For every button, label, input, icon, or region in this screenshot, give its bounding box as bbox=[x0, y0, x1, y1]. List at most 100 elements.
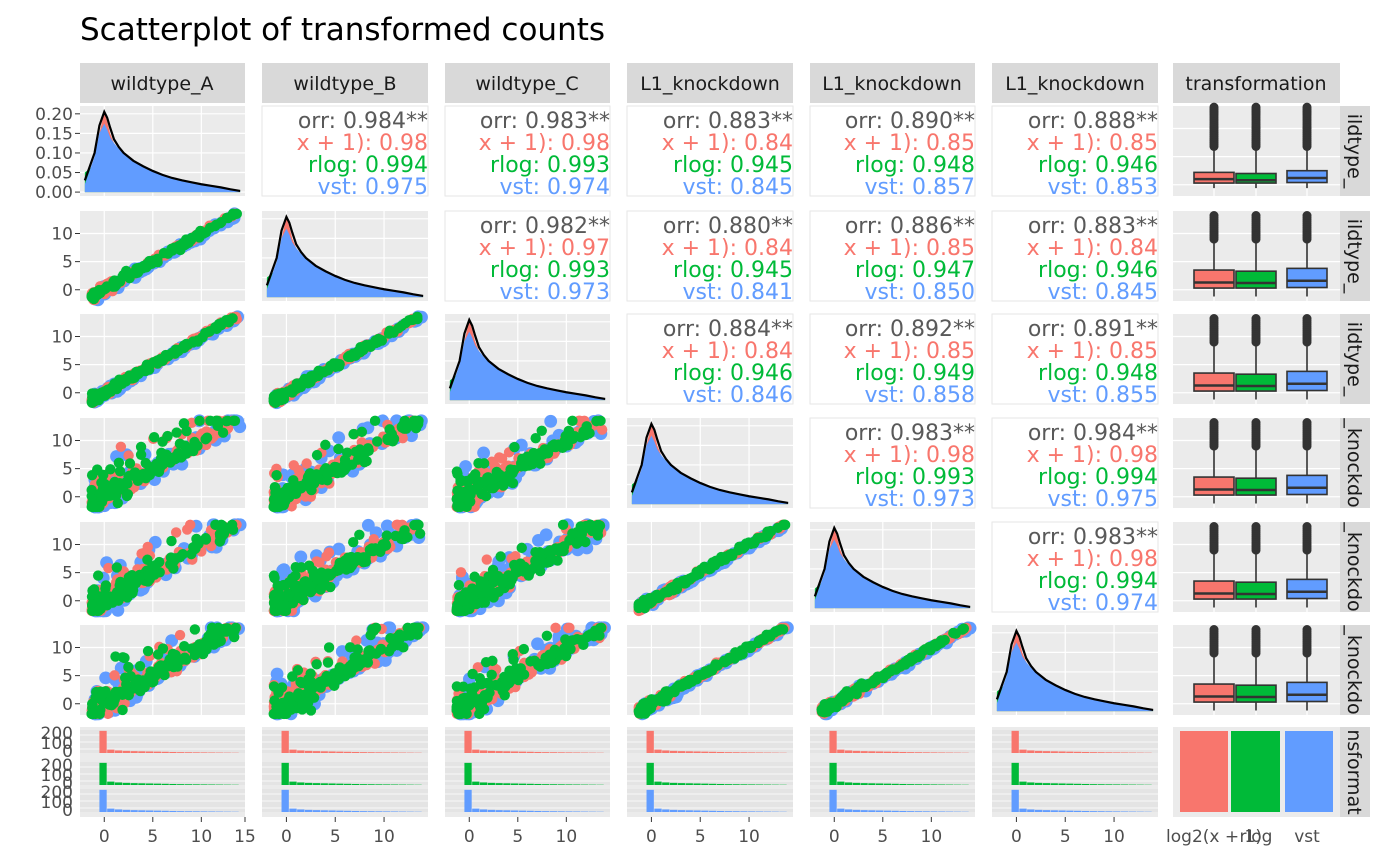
panel-r5-c3-point bbox=[481, 554, 492, 565]
panel-r4-c2-point bbox=[388, 433, 400, 445]
panel-r6-c1-point bbox=[97, 688, 109, 700]
panel-r3-c2-point bbox=[403, 315, 415, 326]
panel-r6-c2-point bbox=[322, 657, 334, 668]
strip-row-1-label: ildtype_ bbox=[1343, 114, 1365, 189]
panel-r5-c3-scatter bbox=[445, 518, 610, 618]
panel-r4-c2-point bbox=[356, 426, 368, 438]
panel-r5-c3-point bbox=[519, 561, 530, 573]
panel-r4-c7-boxplot bbox=[1173, 418, 1340, 508]
panel-r1-c7-boxplot bbox=[1173, 102, 1340, 196]
panel-r4-c3-point bbox=[464, 496, 475, 508]
strip-row-1: ildtype_ bbox=[1340, 106, 1370, 196]
panel-r3-c1-scatter bbox=[80, 310, 245, 409]
panel-r3-c2-point bbox=[373, 333, 384, 345]
panel-r1-c6-cor-line-4: vst: 0.853 bbox=[1048, 175, 1159, 200]
panel-r2-c1-point bbox=[89, 288, 100, 299]
panel-r5-c1-point bbox=[93, 605, 104, 617]
panel-r5-c4-scatter bbox=[627, 519, 793, 617]
panel-r3-c1-point bbox=[187, 336, 199, 347]
strip-row-7: nsformat bbox=[1340, 727, 1370, 817]
panel-r1-c7-box-2 bbox=[1235, 102, 1277, 189]
panel-r1-c7-box-1 bbox=[1193, 102, 1235, 189]
panel-r5-c2-point bbox=[414, 528, 426, 539]
panel-r5-c1-point bbox=[214, 529, 226, 540]
panel-r5-c3-point bbox=[507, 572, 518, 584]
panel-r4-c2-point bbox=[329, 461, 340, 473]
panel-r5-c3-point bbox=[481, 586, 492, 598]
panel-r6-c3-point bbox=[541, 630, 553, 642]
panel-r6-c1-point bbox=[114, 686, 126, 698]
panel-r1-c1-density-vst bbox=[84, 123, 241, 193]
panel-r3-c1-point bbox=[134, 367, 145, 378]
panel-r6-c1-point bbox=[179, 652, 190, 663]
panel-r5-c3-point bbox=[594, 520, 606, 531]
strip-col-6-label: L1_knockdown bbox=[1005, 73, 1145, 95]
strip-row-6-label: _knockdo bbox=[1343, 624, 1365, 714]
panel-r3-c1-point bbox=[179, 342, 190, 353]
panel-r5-c2-point bbox=[361, 518, 375, 532]
panel-r1-c2-cor-line-2: x + 1): 0.98 bbox=[297, 131, 428, 156]
panel-r3-c2-scatter bbox=[262, 310, 428, 410]
panel-r2-c7-box-3 bbox=[1286, 211, 1328, 297]
panel-r4-c3-point bbox=[463, 483, 475, 495]
panel-r2-c1-point bbox=[110, 277, 122, 288]
panel-r3-c1-point bbox=[126, 373, 138, 384]
panel-r4-c3-point bbox=[559, 436, 571, 448]
strip-row-6: _knockdo bbox=[1340, 624, 1370, 715]
panel-r5-c1-point bbox=[107, 597, 118, 608]
panel-r4-c1-point bbox=[151, 458, 162, 470]
panel-r3-c1-point bbox=[169, 347, 180, 358]
panel-r4-c1-point bbox=[194, 415, 205, 427]
strip-col-2: wildtype_B bbox=[262, 63, 428, 103]
panel-r6-c2-point bbox=[295, 676, 306, 688]
panel-r1-c5-cor-line-1: orr: 0.890** bbox=[845, 109, 975, 134]
panel-r6-c2-point bbox=[311, 680, 322, 692]
panel-r4-c1-point bbox=[156, 447, 167, 459]
panel-r5-c3-point bbox=[495, 551, 506, 562]
panel-r5-c3-point bbox=[530, 555, 541, 567]
panel-r2-c3-cor-line-3: rlog: 0.993 bbox=[490, 258, 610, 283]
panel-r4-c3-point bbox=[596, 424, 608, 435]
panel-r3-c7-boxplot bbox=[1173, 314, 1340, 404]
panel-r5-c1-point bbox=[193, 538, 204, 549]
panel-r1-c3-cor-line-1: orr: 0.983** bbox=[480, 109, 610, 134]
panel-r1-c3-cor-line-2: x + 1): 0.98 bbox=[479, 131, 610, 156]
panel-r5-c2-point bbox=[368, 534, 379, 545]
panel-r4-c1-point bbox=[87, 501, 99, 513]
panel-r5-c4-point bbox=[772, 522, 784, 534]
panel-r2-c1-point bbox=[222, 212, 234, 224]
panel-r5-c4-point bbox=[726, 548, 738, 560]
panel-r3-c1-point bbox=[157, 355, 168, 367]
panel-r3-c2-point bbox=[361, 339, 372, 351]
panel-r5-c2-point bbox=[321, 551, 332, 562]
panel-r6-c1-point bbox=[152, 649, 164, 660]
panel-r4-c3-point bbox=[509, 441, 520, 453]
panel-r5-c1-point bbox=[170, 553, 181, 564]
panel-r6-c2-point bbox=[311, 659, 322, 670]
column-strips: wildtype_A wildtype_B wildtype_C L1_knoc… bbox=[80, 63, 1340, 103]
panel-r4-c1-point bbox=[228, 415, 239, 427]
panel-r2-c4-cor-line-4: vst: 0.841 bbox=[683, 280, 794, 305]
panel-r5-c2-point bbox=[350, 554, 362, 565]
panel-r5-c1-point bbox=[227, 524, 239, 536]
panel-r4-c1-point bbox=[121, 490, 133, 502]
panel-r5-c4-point bbox=[638, 594, 649, 606]
strip-row-3: ildtype_ bbox=[1340, 314, 1370, 404]
panel-r6-c1-point bbox=[148, 676, 159, 687]
panel-r4-c2-point bbox=[272, 501, 283, 513]
panel-r6-c2-point bbox=[269, 695, 280, 706]
panel-r5-c1-point bbox=[92, 570, 104, 581]
panel-r4-c3-point bbox=[569, 430, 580, 442]
strip-row-7-label: nsformat bbox=[1343, 729, 1365, 814]
panel-r4-c1-point bbox=[130, 471, 141, 482]
panel-r4-c1-point bbox=[174, 438, 186, 449]
strip-col-6: L1_knockdown bbox=[992, 63, 1158, 103]
panel-r6-c1-point bbox=[142, 645, 154, 657]
panel-r4-c2-point bbox=[306, 484, 317, 496]
panel-r4-c1-point bbox=[205, 415, 216, 427]
